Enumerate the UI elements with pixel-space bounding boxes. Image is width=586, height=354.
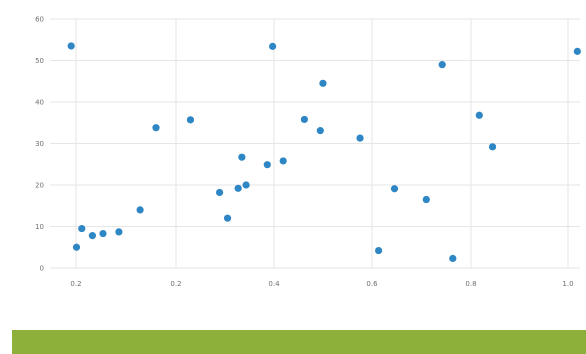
x-tick-label: 0.4 — [268, 280, 280, 288]
scatter-point — [390, 185, 399, 193]
scatter-point — [67, 42, 75, 50]
y-tick-label: 10 — [35, 223, 44, 231]
scatter-point — [242, 181, 250, 189]
scatter-point — [269, 42, 277, 50]
scatter-point — [319, 79, 327, 87]
data-points — [67, 42, 581, 263]
scatter-point — [438, 61, 446, 69]
scatter-point — [234, 184, 242, 192]
scatter-point — [488, 143, 497, 151]
scatter-point — [356, 134, 364, 142]
scatter-point — [136, 206, 144, 214]
scatter-point — [78, 224, 86, 233]
scatter-point — [449, 254, 457, 263]
x-tick-label: 0.2 — [70, 280, 81, 288]
scatter-point — [88, 232, 96, 240]
y-tick-label: 40 — [35, 99, 44, 107]
scatter-point — [216, 188, 224, 197]
scatter-point — [573, 47, 581, 55]
y-tick-label: 30 — [35, 140, 44, 148]
scatter-point — [238, 153, 246, 161]
scatter-point — [375, 246, 383, 255]
x-axis-ticks: 0.2 0.2 0.4 0.6 0.8 1.0 — [70, 280, 573, 288]
scatter-point — [115, 228, 123, 236]
scatter-point — [186, 116, 195, 124]
y-tick-label: 0 — [40, 265, 44, 273]
footer-bar — [12, 330, 586, 354]
x-tick-label: 0.8 — [465, 280, 476, 288]
scatter-point — [99, 229, 107, 238]
y-tick-label: 60 — [35, 16, 44, 24]
x-tick-label: 0.6 — [366, 280, 378, 288]
x-tick-label: 1.0 — [562, 280, 573, 288]
scatter-point — [223, 214, 232, 222]
scatter-point — [72, 243, 81, 251]
scatter-point — [422, 195, 430, 204]
y-axis-ticks: 0 10 20 30 40 50 60 — [35, 16, 44, 273]
scatter-chart: 0.2 0.2 0.4 0.6 0.8 1.0 0 10 20 30 40 50 60 — [35, 16, 581, 288]
scatter-point — [279, 157, 287, 165]
scatter-point — [475, 111, 483, 119]
scatter-point — [316, 127, 324, 135]
scatter-point — [152, 124, 160, 132]
grid-lines — [50, 18, 580, 269]
chart-svg: 0.2 0.2 0.4 0.6 0.8 1.0 0 10 20 30 40 50 60 — [35, 16, 581, 288]
scatter-point — [300, 115, 308, 124]
scatter-point — [263, 161, 271, 169]
y-tick-label: 20 — [35, 182, 44, 190]
y-tick-label: 50 — [35, 57, 44, 65]
x-tick-label: 0.2 — [170, 280, 181, 288]
